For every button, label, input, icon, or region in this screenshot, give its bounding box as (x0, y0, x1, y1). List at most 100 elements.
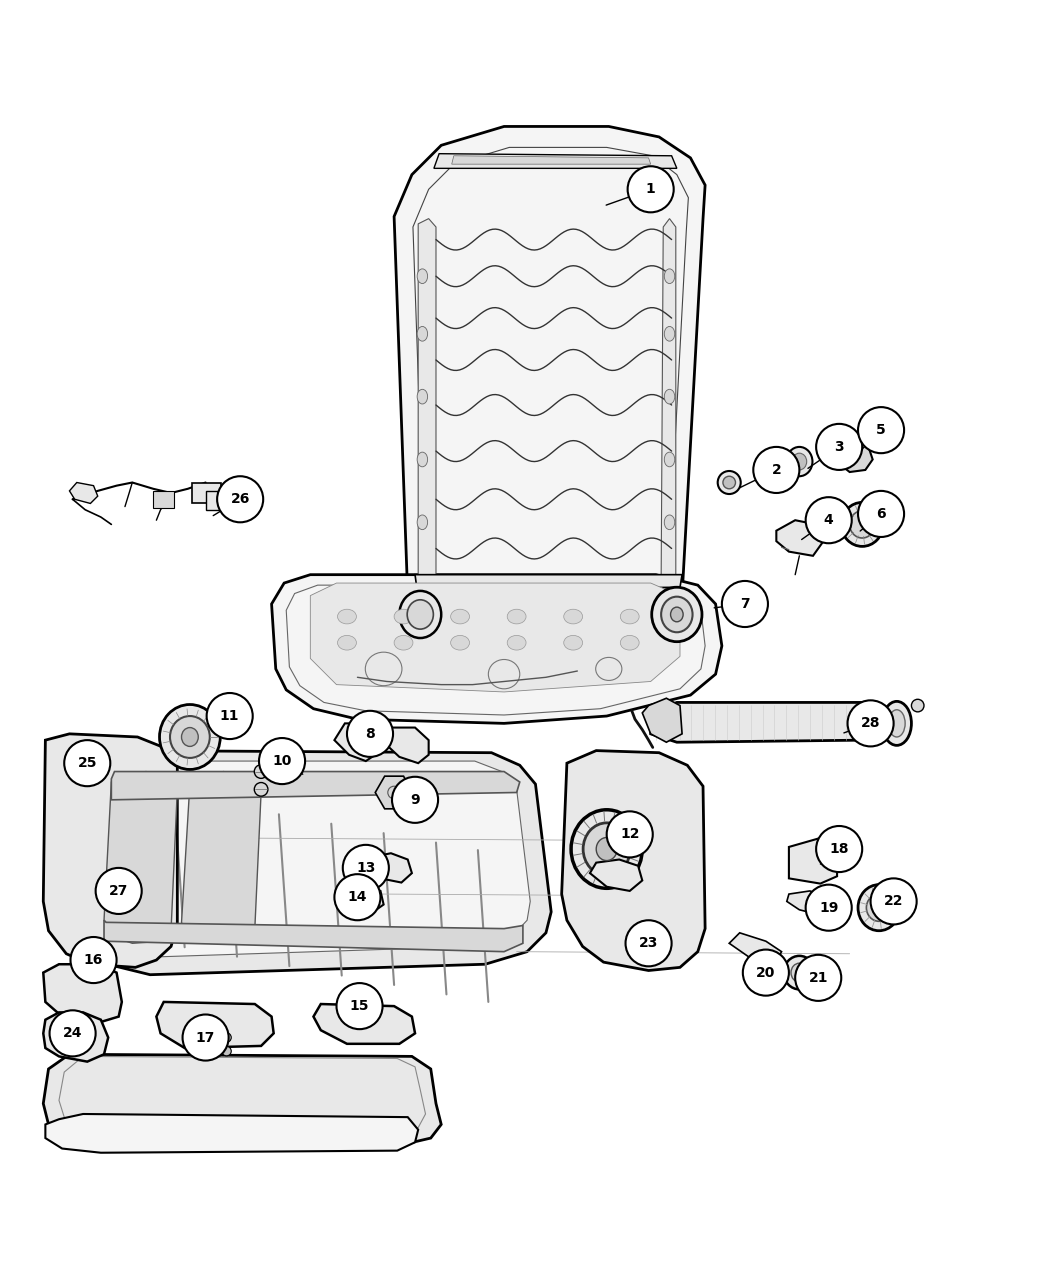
Polygon shape (111, 771, 520, 799)
Polygon shape (341, 886, 383, 912)
Ellipse shape (254, 765, 268, 778)
Text: 2: 2 (772, 463, 781, 477)
Ellipse shape (652, 588, 702, 641)
Ellipse shape (417, 453, 427, 467)
Text: 13: 13 (356, 861, 376, 875)
Text: 1: 1 (646, 182, 655, 196)
Ellipse shape (841, 502, 883, 547)
Text: 6: 6 (877, 507, 886, 521)
Polygon shape (452, 156, 651, 164)
Polygon shape (643, 699, 682, 742)
Ellipse shape (858, 885, 900, 931)
Ellipse shape (417, 515, 427, 529)
Polygon shape (412, 594, 478, 657)
Ellipse shape (254, 783, 268, 796)
Ellipse shape (417, 326, 427, 342)
Ellipse shape (488, 659, 520, 689)
Ellipse shape (849, 511, 875, 538)
Bar (192, 482, 222, 504)
Text: 12: 12 (620, 827, 639, 842)
Circle shape (96, 868, 142, 914)
Circle shape (858, 491, 904, 537)
Polygon shape (45, 1114, 418, 1153)
Circle shape (49, 1010, 96, 1057)
Text: 17: 17 (196, 1030, 215, 1044)
Circle shape (805, 497, 852, 543)
Ellipse shape (662, 597, 693, 632)
Polygon shape (314, 1003, 415, 1044)
Ellipse shape (665, 326, 675, 342)
Ellipse shape (595, 658, 622, 681)
Polygon shape (182, 771, 261, 944)
Polygon shape (590, 859, 643, 891)
Ellipse shape (621, 609, 639, 623)
Circle shape (847, 700, 894, 746)
Text: 5: 5 (876, 423, 886, 437)
Ellipse shape (866, 894, 891, 922)
Text: 24: 24 (63, 1026, 82, 1040)
Text: 9: 9 (411, 793, 420, 807)
Polygon shape (104, 921, 523, 951)
Text: 7: 7 (740, 597, 750, 611)
Ellipse shape (365, 652, 402, 686)
Polygon shape (43, 734, 177, 968)
Text: 11: 11 (219, 709, 239, 723)
Text: 4: 4 (824, 514, 834, 527)
Polygon shape (434, 154, 677, 168)
Circle shape (742, 950, 789, 996)
Text: 15: 15 (350, 1000, 370, 1014)
Ellipse shape (671, 607, 684, 622)
Polygon shape (334, 723, 380, 761)
Circle shape (858, 407, 904, 453)
Circle shape (336, 983, 382, 1029)
Circle shape (346, 710, 393, 757)
Ellipse shape (718, 470, 740, 493)
Polygon shape (831, 426, 873, 472)
Polygon shape (776, 520, 823, 556)
Circle shape (816, 423, 862, 470)
Ellipse shape (665, 389, 675, 404)
Polygon shape (383, 728, 428, 764)
Circle shape (207, 694, 253, 739)
Ellipse shape (791, 963, 807, 982)
Ellipse shape (792, 453, 806, 470)
Circle shape (870, 878, 917, 924)
Polygon shape (66, 751, 551, 974)
Polygon shape (786, 891, 833, 915)
Ellipse shape (583, 822, 630, 875)
Ellipse shape (417, 389, 427, 404)
Circle shape (334, 875, 380, 921)
Ellipse shape (399, 590, 441, 638)
Ellipse shape (564, 635, 583, 650)
Ellipse shape (417, 269, 427, 283)
Polygon shape (272, 575, 722, 723)
Bar (153, 491, 174, 507)
Polygon shape (85, 761, 530, 958)
Circle shape (722, 581, 768, 627)
Ellipse shape (888, 710, 905, 737)
Circle shape (816, 826, 862, 872)
Circle shape (342, 845, 388, 891)
Text: 8: 8 (365, 727, 375, 741)
Polygon shape (418, 218, 436, 580)
Circle shape (183, 1015, 229, 1061)
Text: 22: 22 (884, 894, 903, 908)
Text: 3: 3 (835, 440, 844, 454)
Ellipse shape (665, 453, 675, 467)
Ellipse shape (665, 515, 675, 529)
Circle shape (217, 477, 264, 523)
Text: 18: 18 (830, 842, 848, 856)
Ellipse shape (222, 1047, 231, 1056)
Text: 10: 10 (272, 754, 292, 768)
Polygon shape (651, 703, 889, 742)
Circle shape (626, 921, 672, 966)
Circle shape (392, 776, 438, 822)
Ellipse shape (564, 609, 583, 623)
Ellipse shape (783, 956, 815, 989)
Ellipse shape (621, 635, 639, 650)
Polygon shape (789, 839, 837, 884)
Polygon shape (43, 1012, 108, 1062)
Polygon shape (43, 964, 122, 1023)
Polygon shape (609, 594, 670, 660)
Ellipse shape (407, 599, 434, 629)
